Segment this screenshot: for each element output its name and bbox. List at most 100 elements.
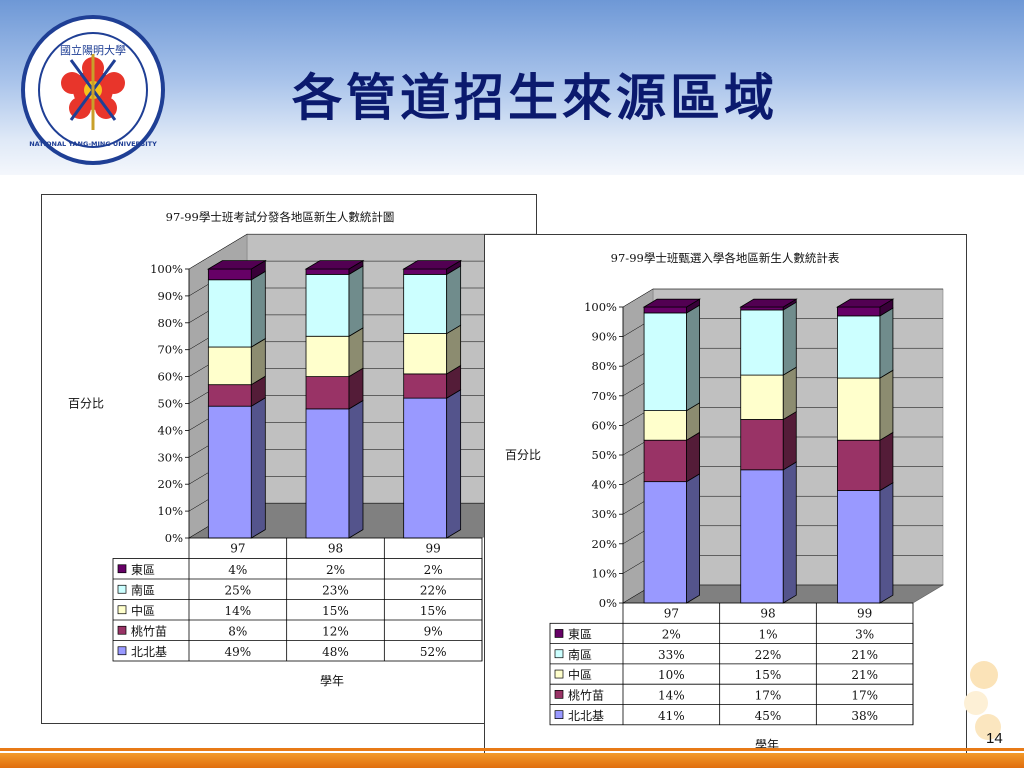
legend-swatch xyxy=(117,564,127,574)
legend-swatch xyxy=(554,690,564,699)
x-axis-label: 學年 xyxy=(320,674,344,688)
bar-segment xyxy=(836,377,881,441)
footer-line xyxy=(0,748,1024,751)
legend-label: 桃竹苗 xyxy=(568,688,604,703)
legend-label: 北北基 xyxy=(131,645,167,659)
bar-segment xyxy=(643,481,687,604)
bar-segment xyxy=(836,490,881,604)
bar-segment xyxy=(740,419,784,471)
bar-segment xyxy=(643,306,687,314)
y-axis-label: 百分比 xyxy=(68,397,104,411)
legend-swatch xyxy=(554,629,564,638)
logo-chars: 國立陽明大學 xyxy=(60,43,126,57)
bar-segment-side xyxy=(686,431,701,483)
bar-segment xyxy=(207,279,252,348)
table-value: 38% xyxy=(851,709,878,723)
slide-title: 各管道招生來源區域 xyxy=(292,68,778,127)
bar-segment-side xyxy=(686,304,701,412)
bar-segment xyxy=(403,268,448,275)
y-tick-label: 30% xyxy=(157,450,183,464)
table-value: 17% xyxy=(755,689,782,703)
gridline xyxy=(188,233,536,270)
chart-title: 97-99學士班考試分發各地區新生人數統計圖 xyxy=(166,210,395,224)
bar-segment-side xyxy=(879,482,894,604)
bar-segment-side xyxy=(446,389,462,539)
legend-swatch xyxy=(117,625,127,635)
y-tick-label: 90% xyxy=(157,289,183,303)
bar-segment-top xyxy=(304,260,365,270)
legend-swatch xyxy=(554,649,564,659)
y-tick-label: 80% xyxy=(157,316,183,330)
y-tick-label: 90% xyxy=(591,330,617,344)
bar-segment-top xyxy=(739,298,798,308)
table-value: 2% xyxy=(424,563,443,577)
bar-segment xyxy=(305,376,350,410)
bar-segment xyxy=(643,439,687,483)
table-value: 4% xyxy=(228,563,247,577)
logo-ring-text: NATIONAL YANG-MING UNIVERSITY xyxy=(29,140,157,148)
table-value: 15% xyxy=(755,668,782,682)
y-tick-label: 50% xyxy=(157,397,183,411)
y-tick-label: 0% xyxy=(599,596,617,610)
legend-label: 桃竹苗 xyxy=(131,624,167,639)
y-tick-label: 10% xyxy=(157,504,183,518)
bar-segment xyxy=(403,273,448,334)
y-tick-label: 20% xyxy=(591,537,617,551)
bar-segment xyxy=(740,469,784,604)
bar-segment-side xyxy=(782,410,797,471)
x-category-label: 98 xyxy=(760,606,775,620)
table-value: 22% xyxy=(755,648,782,662)
table-value: 21% xyxy=(851,648,878,662)
table-value: 8% xyxy=(228,625,247,639)
legend-swatch xyxy=(117,584,127,594)
bar-segment xyxy=(305,408,350,539)
table-value: 3% xyxy=(855,628,874,642)
bar-segment xyxy=(740,374,784,420)
table-value: 17% xyxy=(851,689,878,703)
legend-label: 南區 xyxy=(568,647,592,662)
table-value: 45% xyxy=(755,709,782,723)
bar-segment-side xyxy=(782,301,797,376)
chart-title: 97-99學士班甄選入學各地區新生人數統計表 xyxy=(611,251,840,265)
x-category-label: 98 xyxy=(328,542,343,556)
bar-segment-top xyxy=(642,298,702,308)
bar-segment-top xyxy=(402,260,463,270)
bar-segment xyxy=(836,439,881,491)
y-tick-label: 100% xyxy=(584,300,617,314)
table-value: 15% xyxy=(420,604,447,618)
y-tick-label: 0% xyxy=(165,531,183,545)
table-value: 49% xyxy=(224,645,251,659)
bar-segment xyxy=(836,315,881,379)
bar-segment xyxy=(207,268,252,281)
table-value: 41% xyxy=(658,709,685,723)
legend-label: 東區 xyxy=(568,628,592,642)
y-tick-label: 100% xyxy=(150,262,183,276)
table-value: 14% xyxy=(224,604,251,618)
table-value: 33% xyxy=(658,648,685,662)
chart-panel-selection: 97-99學士班甄選入學各地區新生人數統計表 百分比 0% 10% 20% 30% 40% 5… xyxy=(484,234,967,766)
table-value: 21% xyxy=(851,668,878,682)
bar-segment xyxy=(643,312,687,411)
table-value: 48% xyxy=(322,645,349,659)
y-tick-label: 10% xyxy=(591,566,617,580)
legend-label: 東區 xyxy=(131,563,155,577)
bar-segment-side xyxy=(250,270,266,348)
table-value: 1% xyxy=(758,628,777,642)
bar-segment-side xyxy=(782,461,797,604)
y-tick-label: 70% xyxy=(591,389,617,403)
decorative-ornament xyxy=(964,661,1001,740)
legend-label: 中區 xyxy=(131,603,155,618)
bar-segment-side xyxy=(879,307,894,379)
y-axis-label: 百分比 xyxy=(505,448,541,462)
y-tick-label: 30% xyxy=(591,507,617,521)
table-value: 22% xyxy=(420,584,447,598)
bar-segment-side xyxy=(348,265,364,337)
bar-segment-top xyxy=(835,298,895,308)
bar-segment-side xyxy=(879,369,894,441)
table-value: 10% xyxy=(658,668,685,682)
bar-segment-side xyxy=(782,366,797,421)
table-value: 52% xyxy=(420,645,447,659)
bar-segment-side xyxy=(446,265,462,335)
bar-segment xyxy=(305,335,350,377)
